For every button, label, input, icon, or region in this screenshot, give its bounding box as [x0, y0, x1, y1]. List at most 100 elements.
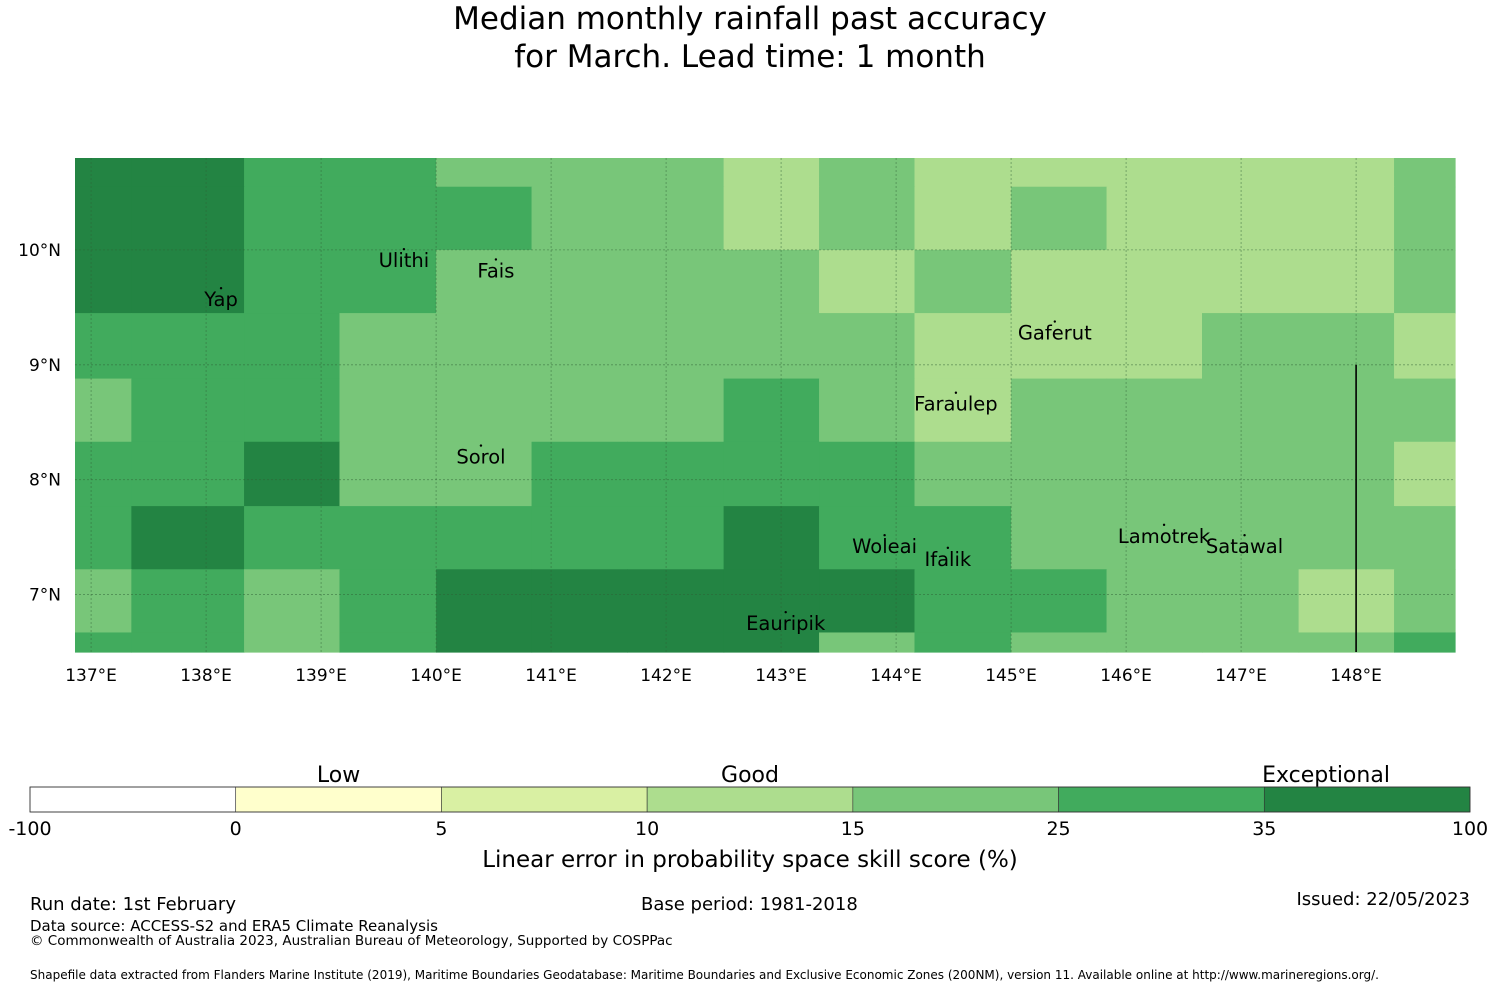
legend-tick-label: 5: [435, 818, 447, 840]
heatmap-cell: [244, 186, 341, 251]
heatmap-cell: [1011, 249, 1108, 314]
heatmap-cell: [339, 506, 437, 570]
x-tick-label: 142°E: [640, 666, 692, 686]
heatmap-cell: [339, 186, 437, 251]
island-label: Yap: [203, 288, 238, 311]
heatmap-cell: [1202, 378, 1300, 443]
y-tick-label: 10°N: [18, 241, 61, 261]
base-period: Base period: 1981-2018: [641, 894, 858, 915]
heatmap-cell: [1202, 569, 1300, 634]
heatmap-cell: [131, 313, 245, 380]
heatmap-cell: [1011, 378, 1108, 443]
x-tick-label: 140°E: [410, 666, 462, 686]
heatmap-cell: [75, 569, 132, 634]
heatmap-cell: [436, 632, 533, 653]
heatmap-cell: [436, 313, 533, 380]
heatmap-cell: [75, 632, 132, 653]
heatmap-cell: [339, 378, 437, 443]
heatmap-cell: [1106, 249, 1203, 314]
chart-title: Median monthly rainfall past accuracy fo…: [0, 0, 1500, 76]
x-tick-label: 143°E: [755, 666, 807, 686]
heatmap-cell: [723, 186, 820, 251]
heatmap-cell: [1202, 441, 1300, 507]
heatmap-cell: [244, 158, 341, 188]
heatmap-cell: [1394, 441, 1456, 507]
heatmap-cell: [436, 186, 533, 251]
heatmap-cell: [75, 158, 132, 188]
island-label: Woleai: [852, 535, 917, 558]
heatmap-cell: [1394, 249, 1456, 314]
heatmap-cell: [723, 569, 820, 634]
legend-category-label: Low: [317, 763, 360, 788]
heatmap-cell: [131, 632, 245, 653]
heatmap-cell: [339, 313, 437, 380]
heatmap-cell: [244, 441, 341, 507]
heatmap-cell: [627, 441, 725, 507]
legend-swatch: [29, 786, 237, 813]
legend-tick-label: 15: [841, 818, 865, 840]
heatmap-cell: [531, 506, 628, 570]
heatmap-cell: [75, 313, 132, 380]
heatmap-cell: [131, 569, 245, 634]
heatmap-cell: [1298, 441, 1395, 507]
island-dot: [784, 610, 787, 614]
island-dot: [1053, 320, 1057, 323]
heatmap-cell: [1298, 158, 1395, 188]
heatmap-cell: [914, 569, 1012, 634]
heatmap-cell: [1202, 313, 1300, 380]
island-label: Eauripik: [746, 612, 826, 635]
data-source: Data source: ACCESS-S2 and ERA5 Climate …: [30, 917, 438, 935]
issued-date: Issued: 22/05/2023: [1296, 889, 1470, 910]
heatmap-cell: [131, 158, 245, 188]
heatmap-cell: [819, 378, 916, 443]
heatmap-cell: [627, 249, 725, 314]
heatmap-cell: [436, 569, 533, 634]
heatmap-cell: [627, 569, 725, 634]
heatmap-cell: [914, 313, 1012, 380]
island-label: Sorol: [456, 446, 505, 469]
heatmap-cell: [819, 569, 916, 634]
x-tick-label: 141°E: [525, 666, 577, 686]
chart-title-line-1: Median monthly rainfall past accuracy: [453, 1, 1047, 37]
heatmap-cell: [531, 158, 628, 188]
heatmap-cell: [436, 249, 533, 314]
island-dot: [494, 258, 498, 261]
island-dot: [402, 247, 406, 251]
x-tick-label: 137°E: [65, 666, 117, 686]
legend-category-label: Good: [721, 763, 779, 788]
legend-tick-label: 35: [1252, 818, 1276, 840]
heatmap-cell: [339, 249, 437, 314]
heatmap-cell: [339, 441, 437, 507]
x-tick-label: 148°E: [1330, 666, 1382, 686]
heatmap-cell: [1394, 313, 1456, 380]
heatmap-cell: [244, 378, 341, 443]
heatmap-cell: [1394, 378, 1456, 443]
heatmap-cell: [339, 158, 437, 188]
heatmap-cell: [1011, 632, 1108, 653]
heatmap-cell: [244, 313, 341, 380]
legend-tick-label: -100: [8, 818, 51, 840]
heatmap-cell: [131, 186, 245, 251]
heatmap-cell: [1394, 186, 1456, 251]
legend-tick-label: 0: [230, 818, 242, 840]
heatmap-cell: [627, 506, 725, 570]
heatmap-cell: [914, 249, 1012, 314]
island-dot: [883, 534, 886, 537]
heatmap-cell: [131, 441, 245, 507]
heatmap-cell: [1394, 158, 1456, 188]
heatmap-cell: [723, 313, 820, 380]
legend-axis-label: Linear error in probability space skill …: [482, 847, 1018, 873]
heatmap-cell: [1298, 378, 1395, 443]
heatmap-cell: [1202, 186, 1300, 251]
legend-swatch: [646, 786, 854, 813]
x-tick-label: 146°E: [1100, 666, 1152, 686]
heatmap-cell: [531, 249, 628, 314]
legend-swatch: [235, 786, 442, 813]
heatmap-cell: [819, 441, 916, 507]
heatmap-cell: [1202, 632, 1300, 653]
island-dot: [954, 391, 958, 394]
heatmap-cell: [1011, 158, 1108, 188]
island-label: Satawal: [1206, 535, 1283, 558]
heatmap-cell: [1394, 506, 1456, 570]
heatmap-cell: [819, 632, 916, 653]
